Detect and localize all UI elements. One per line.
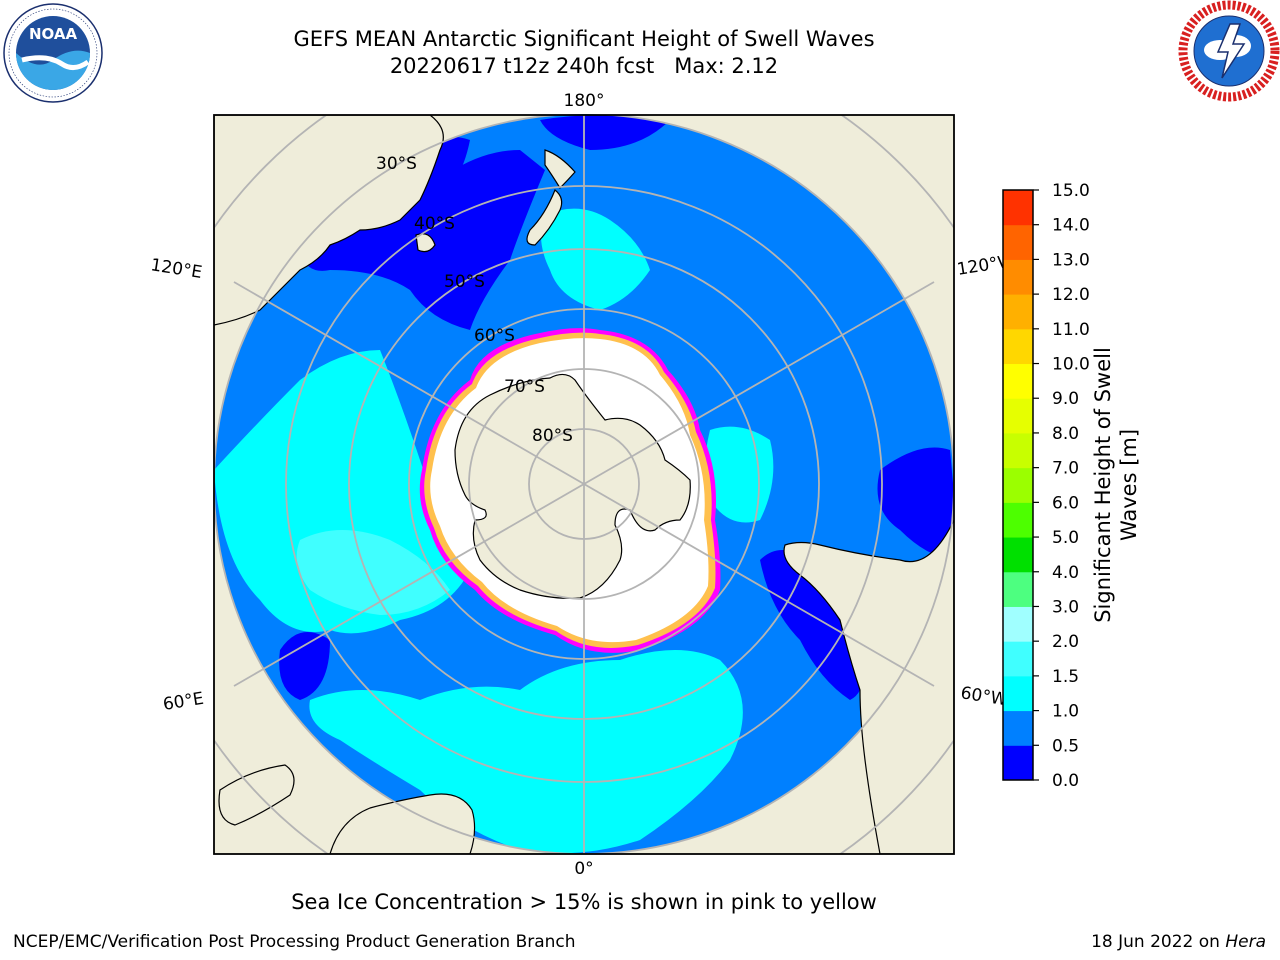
noaa-logo: NOAA [3, 3, 103, 103]
swell-low-s-pacific [540, 115, 670, 150]
swell-low-se-pacific [877, 447, 954, 560]
colorbar: 0.0 0.5 1.0 1.5 2.0 3.0 4.0 5.0 6.0 7.0 8.0 9.0 10.0… [1003, 181, 1090, 791]
lon-label-0: 0° [574, 859, 593, 879]
lon-label-60w: 60°W [959, 683, 1009, 710]
colorbar-segment [1003, 606, 1033, 642]
lat-label-80s: 80°S [532, 426, 573, 446]
latitude-labels: 30°S 40°S 50°S 60°S 70°S 80°S [376, 154, 573, 446]
footer-date-text: 18 Jun 2022 on [1091, 932, 1226, 952]
colorbar-segment [1003, 571, 1033, 607]
colorbar-segment [1003, 467, 1033, 503]
colorbar-segment [1003, 710, 1033, 746]
swell-mid-pacific [541, 208, 650, 310]
south-america [783, 519, 954, 854]
colorbar-tick-label: 8.0 [1052, 424, 1079, 444]
lat-label-50s: 50°S [444, 272, 485, 292]
colorbar-tick-label: 0.0 [1052, 771, 1079, 791]
colorbar-title-line2: Waves [m] [1117, 428, 1141, 542]
colorbar-tick-label: 13.0 [1052, 250, 1090, 270]
swell-mid-atlantic [309, 650, 743, 854]
swell-low-s-indian [279, 632, 330, 700]
colorbar-segment [1003, 328, 1033, 365]
lat-label-60s: 60°S [474, 326, 515, 346]
colorbar-segment [1003, 432, 1033, 469]
colorbar-segment [1003, 502, 1033, 538]
colorbar-tick-label: 2.0 [1052, 632, 1079, 652]
colorbar-tick-label: 15.0 [1052, 181, 1090, 201]
colorbar-tick-label: 1.0 [1052, 702, 1079, 722]
map-frame [213, 114, 955, 855]
tasmania [415, 233, 436, 253]
colorbar-segment [1003, 537, 1033, 573]
new-zealand-south [526, 189, 563, 246]
colorbar-tick-label: 0.5 [1052, 736, 1079, 756]
colorbar-title-line1: Significant Height of Swell [1091, 347, 1115, 623]
map-title: GEFS MEAN Antarctic Significant Height o… [293, 27, 875, 51]
lat-label-30s: 30°S [376, 154, 417, 174]
colorbar-tick-label: 1.5 [1052, 667, 1079, 687]
swell-high-indian [296, 530, 450, 615]
colorbar-segment [1003, 294, 1033, 330]
lat-label-40s: 40°S [414, 214, 455, 234]
footer-credit: NCEP/EMC/Verification Post Processing Pr… [13, 932, 576, 952]
colorbar-tick-label: 11.0 [1052, 320, 1090, 340]
noaa-logo-text: NOAA [29, 25, 78, 43]
footer-date: 18 Jun 2022 on Hera [1091, 932, 1266, 952]
swell-low-argentina [760, 550, 864, 700]
sea-ice-note: Sea Ice Concentration > 15% is shown in … [291, 890, 877, 914]
colorbar-tick-label: 12.0 [1052, 285, 1090, 305]
nws-logo [1178, 0, 1280, 102]
map-subtitle: 20220617 t12z 240h fcst Max: 2.12 [389, 54, 779, 78]
lon-label-180: 180° [564, 91, 605, 111]
colorbar-tick-label: 14.0 [1052, 216, 1090, 236]
antarctica [454, 373, 691, 599]
colorbar-tick-label: 5.0 [1052, 528, 1079, 548]
colorbar-segment [1003, 190, 1033, 226]
colorbar-tick-label: 6.0 [1052, 493, 1079, 513]
footer-machine: Hera [1225, 932, 1266, 952]
colorbar-segment [1003, 398, 1033, 434]
lon-label-60e: 60°E [162, 689, 206, 715]
new-zealand-north [544, 149, 576, 189]
title-block: GEFS MEAN Antarctic Significant Height o… [214, 26, 954, 80]
colorbar-segment [1003, 641, 1033, 677]
colorbar-segment [1003, 675, 1033, 712]
colorbar-tick-label: 4.0 [1052, 563, 1079, 583]
graticule [214, 115, 954, 854]
colorbar-tick-label: 10.0 [1052, 355, 1090, 375]
colorbar-frame [1002, 189, 1034, 781]
lon-label-120e: 120°E [149, 255, 203, 283]
madagascar [218, 764, 295, 826]
lat-label-70s: 70°S [504, 377, 545, 397]
colorbar-segment [1003, 224, 1033, 260]
colorbar-segment [1003, 259, 1033, 295]
colorbar-tick-label: 7.0 [1052, 459, 1079, 479]
colorbar-segment [1003, 363, 1033, 399]
colorbar-segment [1003, 745, 1033, 781]
africa-south [329, 793, 476, 854]
colorbar-tick-label: 9.0 [1052, 389, 1079, 409]
continents [214, 115, 954, 854]
colorbar-title: Significant Height of Swell Waves [m] [1090, 347, 1142, 623]
colorbar-tick-label: 3.0 [1052, 597, 1079, 617]
